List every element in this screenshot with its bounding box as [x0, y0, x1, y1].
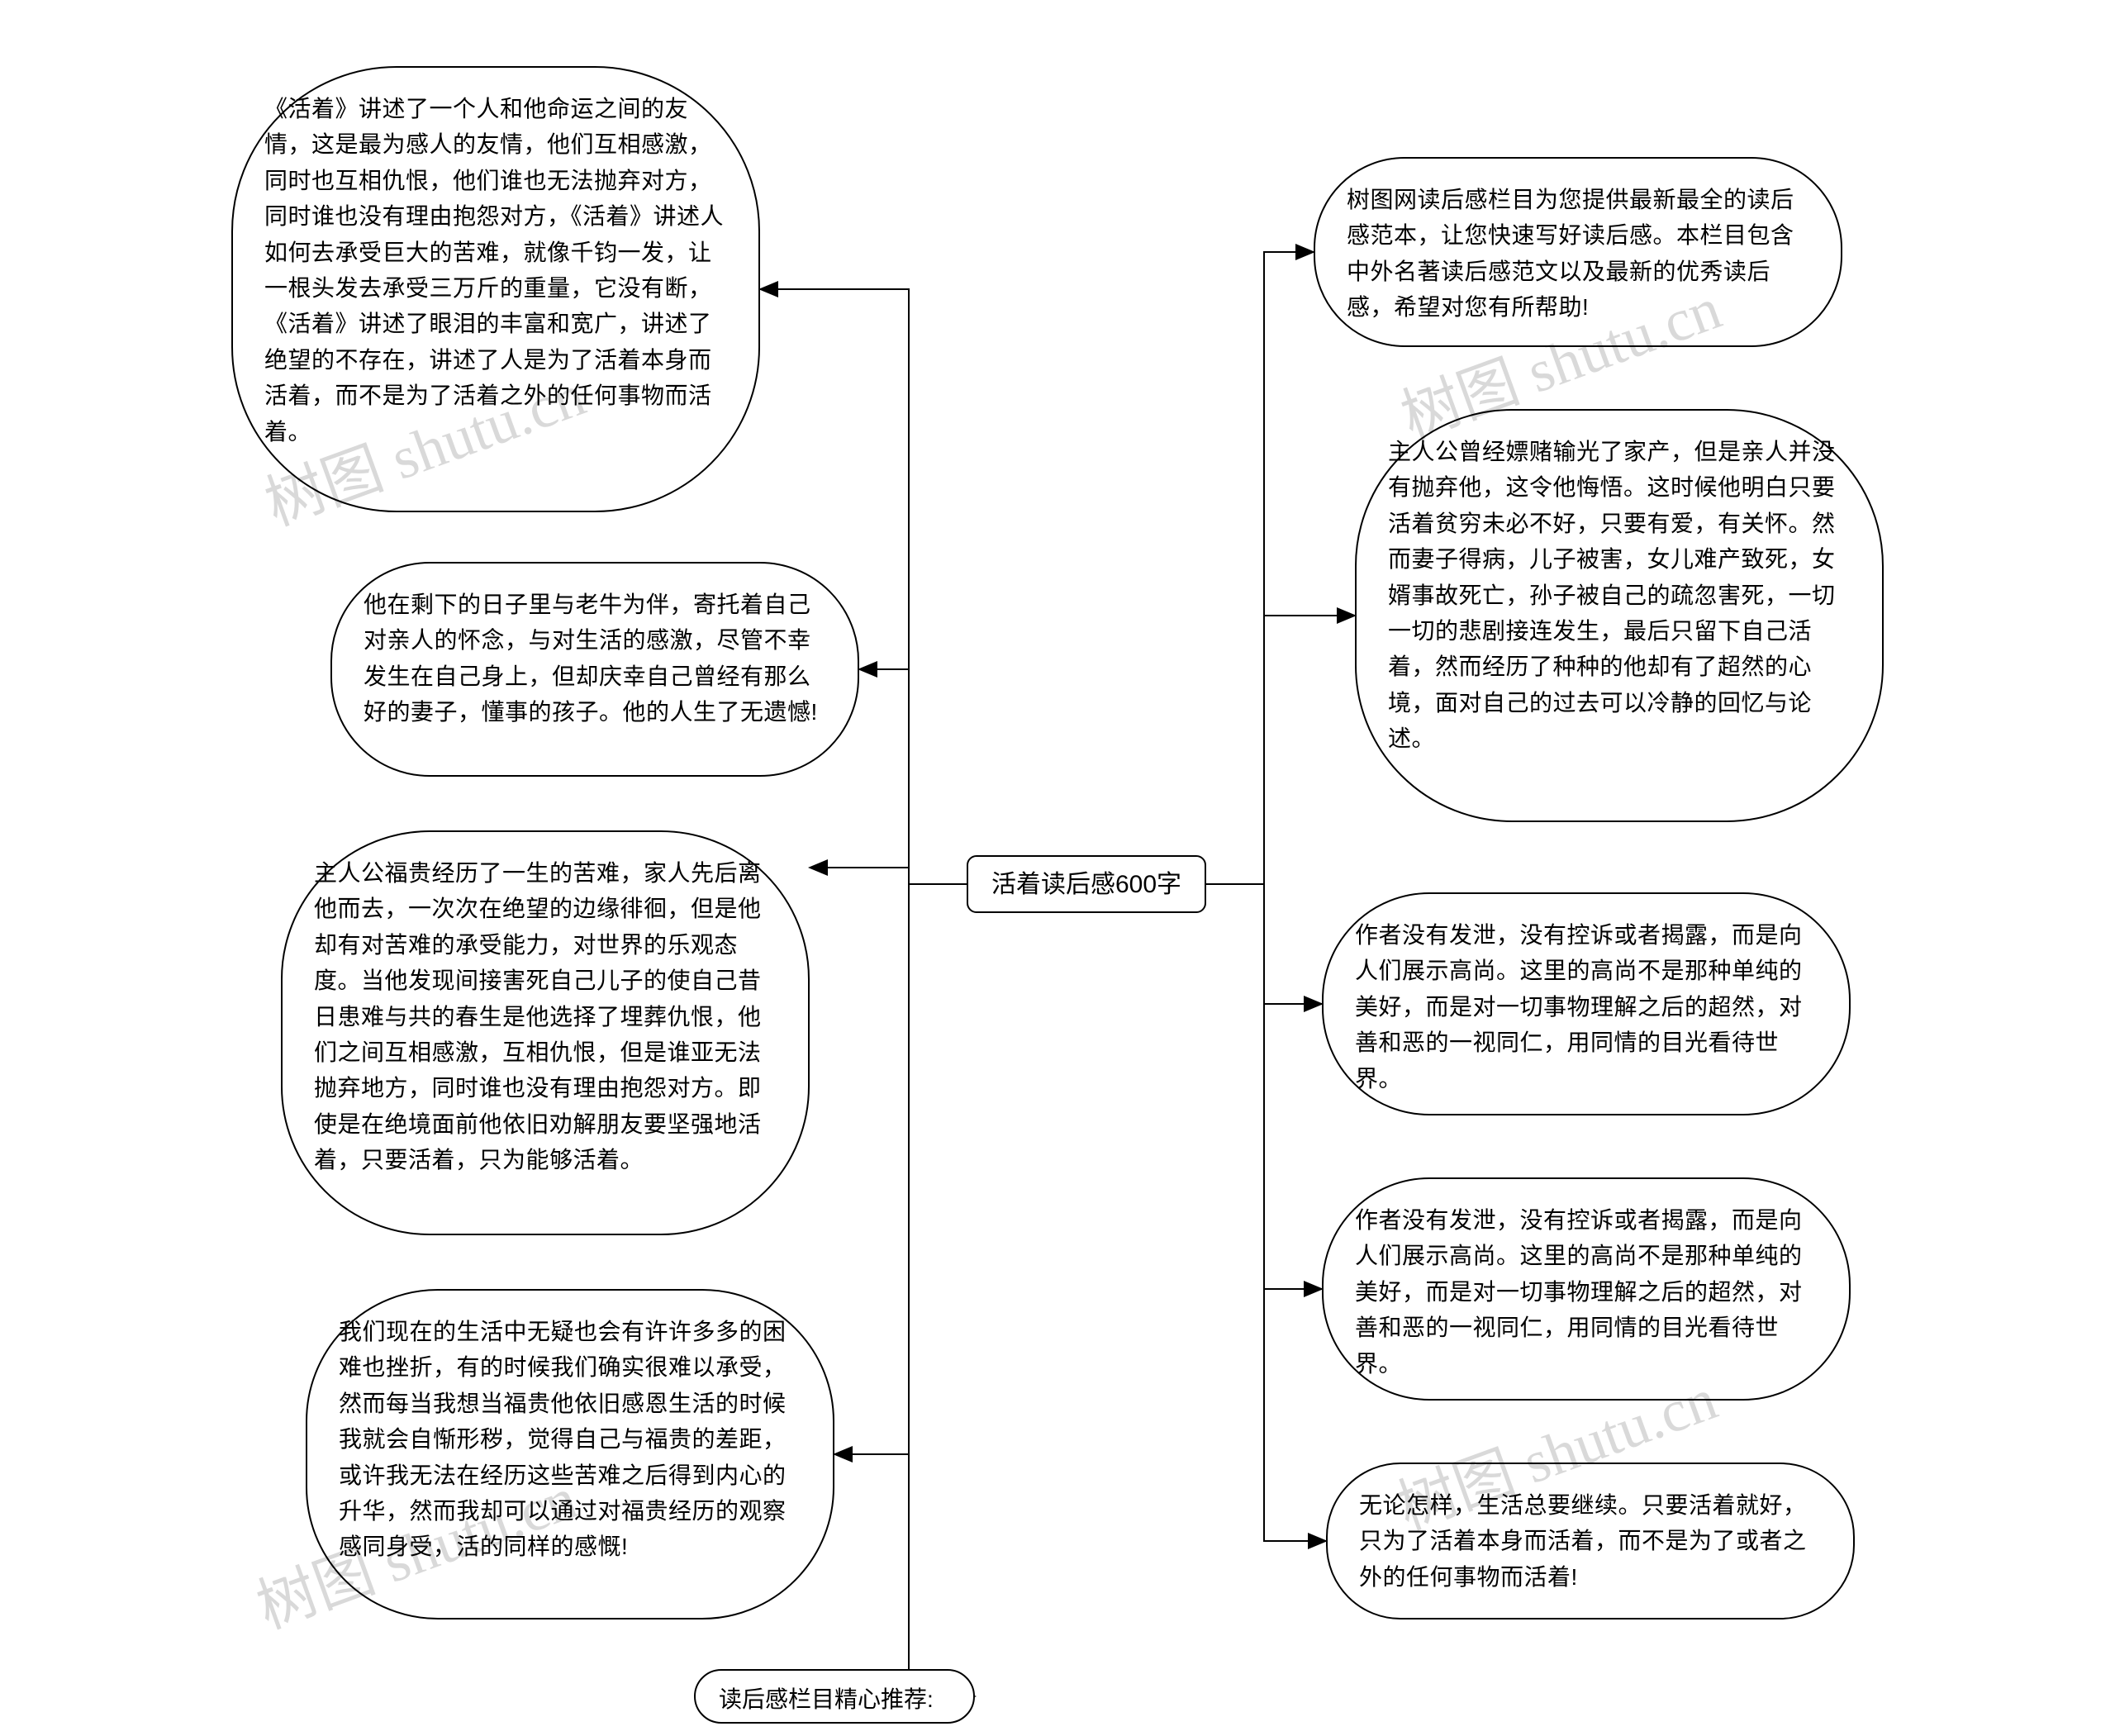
right-node-0-text: 树图网读后感栏目为您提供最新最全的读后感范本，让您快速写好读后感。本栏目包含中外… — [1347, 187, 1794, 320]
left-node-0: 《活着》讲述了一个人和他命运之间的友情，这是最为感人的友情，他们互相感激，同时也… — [231, 66, 760, 512]
left-node-3-text: 我们现在的生活中无疑也会有许许多多的困难也挫折，有的时候我们确实很难以承受，然而… — [339, 1319, 787, 1559]
right-node-1: 主人公曾经嫖赌输光了家产，但是亲人并没有抛弃他，这令他悔悟。这时候他明白只要活着… — [1355, 409, 1884, 822]
left-node-1: 他在剩下的日子里与老牛为伴，寄托着自己对亲人的怀念，与对生活的感激，尽管不幸发生… — [330, 562, 859, 777]
left-node-0-text: 《活着》讲述了一个人和他命运之间的友情，这是最为感人的友情，他们互相感激，同时也… — [264, 96, 724, 445]
right-node-1-text: 主人公曾经嫖赌输光了家产，但是亲人并没有抛弃他，这令他悔悟。这时候他明白只要活着… — [1388, 439, 1836, 751]
center-label: 活着读后感600字 — [991, 868, 1181, 901]
right-node-4: 无论怎样，生活总要继续。只要活着就好，只为了活着本身而活着，而不是为了或者之外的… — [1326, 1463, 1855, 1619]
left-node-2: 主人公福贵经历了一生的苦难，家人先后离他而去，一次次在绝望的边缘徘徊，但是他却有… — [281, 830, 810, 1235]
center-node: 活着读后感600字 — [967, 855, 1206, 913]
left-node-2-text: 主人公福贵经历了一生的苦难，家人先后离他而去，一次次在绝望的边缘徘徊，但是他却有… — [314, 860, 762, 1172]
right-node-2-text: 作者没有发泄，没有控诉或者揭露，而是向人们展示高尚。这里的高尚不是那种单纯的美好… — [1355, 922, 1803, 1092]
right-node-4-text: 无论怎样，生活总要继续。只要活着就好，只为了活着本身而活着，而不是为了或者之外的… — [1359, 1492, 1807, 1590]
left-small-label: 读后感栏目精心推荐: — [719, 1686, 934, 1712]
mindmap-canvas: 活着读后感600字 《活着》讲述了一个人和他命运之间的友情，这是最为感人的友情，… — [0, 0, 2115, 1736]
right-node-2: 作者没有发泄，没有控诉或者揭露，而是向人们展示高尚。这里的高尚不是那种单纯的美好… — [1322, 892, 1851, 1115]
left-node-3: 我们现在的生活中无疑也会有许许多多的困难也挫折，有的时候我们确实很难以承受，然而… — [306, 1289, 834, 1619]
left-node-1-text: 他在剩下的日子里与老牛为伴，寄托着自己对亲人的怀念，与对生活的感激，尽管不幸发生… — [364, 592, 818, 725]
right-node-3-text: 作者没有发泄，没有控诉或者揭露，而是向人们展示高尚。这里的高尚不是那种单纯的美好… — [1355, 1207, 1803, 1377]
right-node-3: 作者没有发泄，没有控诉或者揭露，而是向人们展示高尚。这里的高尚不是那种单纯的美好… — [1322, 1177, 1851, 1401]
left-small-node: 读后感栏目精心推荐: — [694, 1669, 975, 1724]
right-node-0: 树图网读后感栏目为您提供最新最全的读后感范本，让您快速写好读后感。本栏目包含中外… — [1314, 157, 1842, 347]
